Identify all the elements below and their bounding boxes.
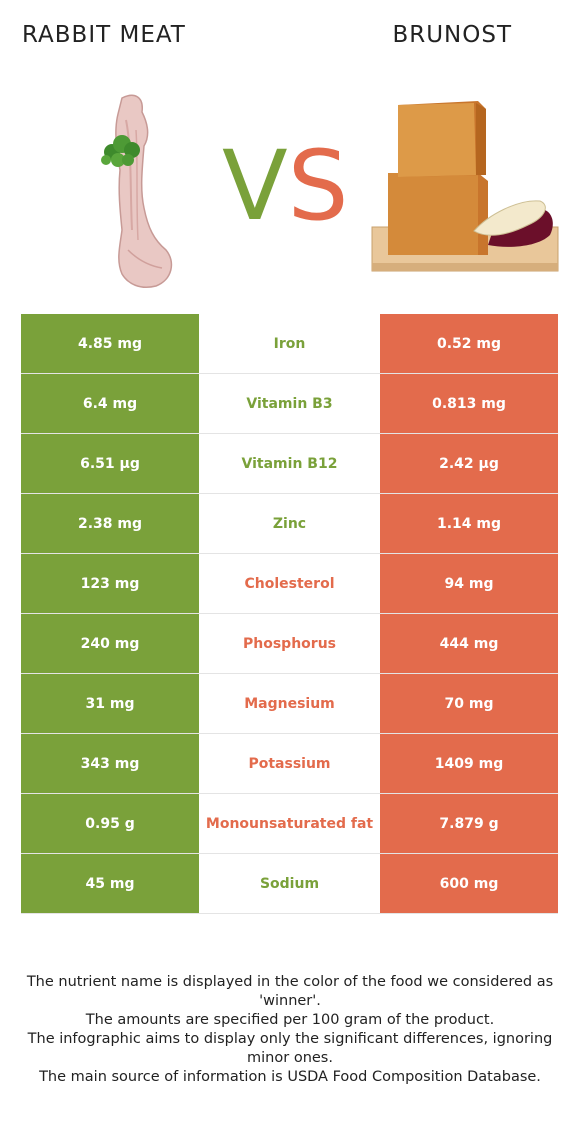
brunost-value: 7.879 g	[380, 793, 558, 854]
comparison-row: 343 mg Potassium 1409 mg	[21, 733, 558, 794]
comparison-row: 240 mg Phosphorus 444 mg	[21, 613, 558, 674]
footnote-line: The infographic aims to display only the…	[27, 1031, 553, 1066]
brunost-value: 2.42 µg	[380, 433, 558, 494]
nutrient-name: Monounsaturated fat	[199, 793, 380, 854]
rabbit-meat-value: 31 mg	[21, 673, 199, 734]
nutrient-comparison-table: 4.85 mg Iron 0.52 mg 6.4 mg Vitamin B3 0.813 …	[21, 314, 558, 914]
brunost-value: 94 mg	[380, 553, 558, 614]
comparison-row: 31 mg Magnesium 70 mg	[21, 673, 558, 734]
rabbit-meat-value: 6.4 mg	[21, 373, 199, 434]
comparison-row: 2.38 mg Zinc 1.14 mg	[21, 493, 558, 554]
footnote-line: The nutrient name is displayed in the co…	[26, 974, 554, 1009]
nutrient-name: Phosphorus	[199, 613, 380, 674]
comparison-row: 4.85 mg Iron 0.52 mg	[21, 314, 558, 374]
comparison-row: 6.51 µg Vitamin B12 2.42 µg	[21, 433, 558, 494]
rabbit-meat-value: 343 mg	[21, 733, 199, 794]
brunost-value: 1409 mg	[380, 733, 558, 794]
vs-v-letter: V	[222, 130, 288, 242]
right-food-title: BRUNOST	[392, 22, 512, 48]
nutrient-name: Vitamin B3	[199, 373, 380, 434]
footnote-line: The amounts are specified per 100 gram o…	[85, 1012, 495, 1028]
nutrient-name: Zinc	[199, 493, 380, 554]
nutrient-name: Vitamin B12	[199, 433, 380, 494]
comparison-row: 123 mg Cholesterol 94 mg	[21, 553, 558, 614]
nutrient-name: Iron	[199, 314, 380, 374]
nutrient-name: Cholesterol	[199, 553, 380, 614]
brunost-value: 600 mg	[380, 853, 558, 914]
nutrient-name: Potassium	[199, 733, 380, 794]
rabbit-meat-value: 2.38 mg	[21, 493, 199, 554]
versus-label: VS	[222, 138, 349, 234]
comparison-rows: 4.85 mg Iron 0.52 mg 6.4 mg Vitamin B3 0.813 …	[21, 314, 558, 914]
vs-s-letter: S	[287, 130, 349, 242]
brunost-value: 0.813 mg	[380, 373, 558, 434]
comparison-row: 45 mg Sodium 600 mg	[21, 853, 558, 914]
rabbit-meat-value: 45 mg	[21, 853, 199, 914]
rabbit-meat-value: 0.95 g	[21, 793, 199, 854]
rabbit-meat-value: 6.51 µg	[21, 433, 199, 494]
footnote: The nutrient name is displayed in the co…	[18, 973, 562, 1087]
rabbit-meat-image	[101, 94, 173, 288]
brunost-image	[371, 101, 559, 272]
nutrient-name: Magnesium	[199, 673, 380, 734]
brunost-value: 70 mg	[380, 673, 558, 734]
comparison-row: 0.95 g Monounsaturated fat 7.879 g	[21, 793, 558, 854]
nutrient-name: Sodium	[199, 853, 380, 914]
rabbit-meat-value: 123 mg	[21, 553, 199, 614]
footnote-line: The main source of information is USDA F…	[39, 1069, 541, 1085]
brunost-value: 444 mg	[380, 613, 558, 674]
rabbit-meat-value: 4.85 mg	[21, 314, 199, 374]
rabbit-meat-value: 240 mg	[21, 613, 199, 674]
comparison-row: 6.4 mg Vitamin B3 0.813 mg	[21, 373, 558, 434]
left-food-title: RABBIT MEAT	[22, 22, 186, 48]
brunost-value: 0.52 mg	[380, 314, 558, 374]
brunost-value: 1.14 mg	[380, 493, 558, 554]
